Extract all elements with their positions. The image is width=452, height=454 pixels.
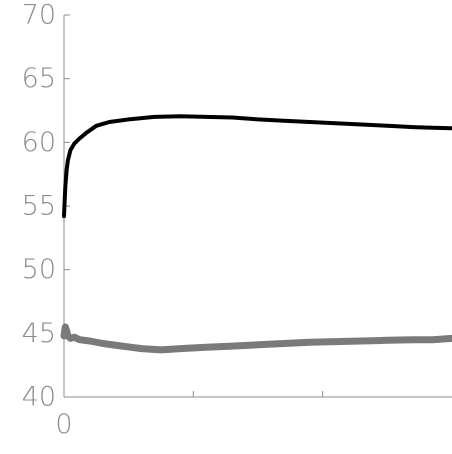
y-tick-label: 55	[22, 191, 56, 222]
y-tick-label: 70	[22, 0, 56, 31]
x-axis-ticks: 0	[55, 391, 324, 440]
y-tick-label: 45	[22, 318, 56, 349]
y-axis-ticks: 40 45 50 55 60 65 70	[22, 0, 70, 413]
y-tick-label: 65	[22, 63, 56, 94]
x-tick-label: 0	[55, 409, 72, 440]
series-line-black	[62, 114, 452, 219]
series-lines	[60, 114, 452, 354]
y-tick-label: 50	[22, 254, 56, 285]
y-tick-label: 40	[22, 382, 56, 413]
y-tick-label: 60	[22, 127, 56, 158]
series-line-gray	[60, 323, 452, 354]
